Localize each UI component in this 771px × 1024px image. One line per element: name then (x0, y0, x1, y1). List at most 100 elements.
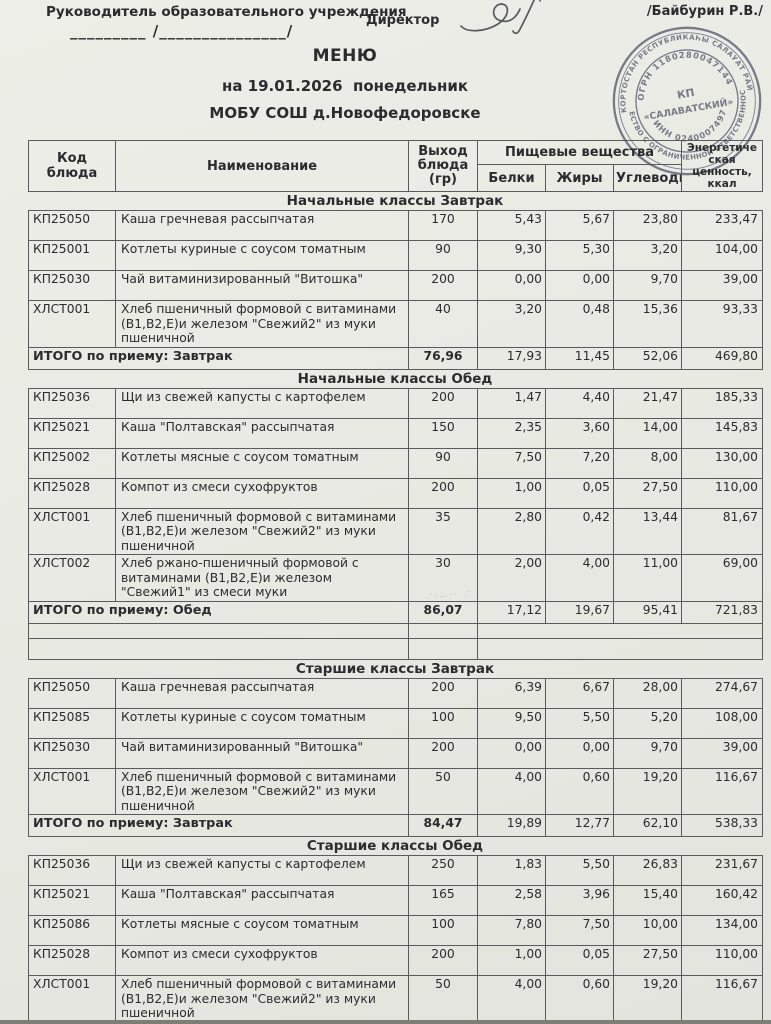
cell-name: Хлеб пшеничный формовой с витаминами (В1… (115, 507, 409, 556)
cell-energy: 69,00 (681, 554, 763, 602)
menu-row: КП25002 Котлеты мясные с соусом томатным 9… (28, 447, 763, 479)
cell-out: 200 (408, 945, 478, 977)
menu-row: КП25085 Котлеты куриные с соусом томатным… (28, 707, 763, 739)
cell-code: ХЛСТ001 (28, 767, 116, 816)
cell-name: Каша "Полтавская" рассыпчатая (115, 417, 409, 449)
total-row: ИТОГО по приему: Завтрак 84,47 19,89 12,77 6… (28, 814, 763, 838)
cell-code: КП25001 (28, 240, 116, 272)
cell-protein: 1,83 (477, 855, 546, 887)
cell-name: Щи из свежей капусты с картофелем (115, 855, 409, 887)
cell-name: Котлеты куриные с соусом томатным (115, 240, 409, 272)
cell-name: Чай витаминизированный "Витошка" (115, 737, 409, 769)
cell-protein: 2,80 (477, 507, 546, 556)
total-label: ИТОГО по приему: Завтрак (28, 814, 409, 838)
menu-row: КП25036 Щи из свежей капусты с картофелем… (28, 855, 763, 887)
cell-out: 200 (408, 677, 478, 709)
cell-out: 200 (408, 270, 478, 302)
col-header-output: Выход блюда (гр) (408, 139, 478, 193)
cell-carbs: 26,83 (613, 855, 682, 887)
cell-code: КП25030 (28, 737, 116, 769)
total-out: 76,96 (408, 346, 478, 370)
cell-carbs: 3,20 (613, 240, 682, 272)
total-label: ИТОГО по приему: Завтрак (28, 346, 409, 370)
cell-out: 200 (408, 387, 478, 419)
section-title: Старшие классы Обед (306, 838, 484, 855)
menu-row: КП25001 Котлеты куриные с соусом томатным… (28, 240, 763, 272)
cell-protein: 4,00 (477, 975, 546, 1023)
menu-row: КП25086 Котлеты мясные с соусом томатным 1… (28, 915, 763, 947)
cell-fat: 0,00 (545, 737, 614, 769)
cell-protein: 0,00 (477, 737, 546, 769)
cell-name: Хлеб ржано-пшеничный формовой с витамина… (115, 554, 409, 602)
cell-protein: 6,39 (477, 677, 546, 709)
cell-out: 250 (408, 855, 478, 887)
cell-code: КП25030 (28, 270, 116, 302)
cell-out: 170 (408, 210, 478, 242)
menu-sections: Начальные классы Завтрак КП25050 Каша греч… (28, 192, 763, 1024)
cell-energy: 116,67 (681, 975, 763, 1023)
cell-name: Каша "Полтавская" рассыпчатая (115, 885, 409, 917)
cell-carbs: 27,50 (613, 477, 682, 509)
school-name: МОБУ СОШ д.Новофедоровске (209, 104, 481, 122)
cell-code: ХЛСТ001 (28, 507, 116, 556)
cell-name: Котлеты куриные с соусом томатным (115, 707, 409, 739)
cell-energy: 160,42 (681, 885, 763, 917)
cell-protein: 4,00 (477, 767, 546, 816)
total-carbs: 95,41 (613, 600, 682, 624)
title-block: МЕНЮ на 19.01.2026 понедельник МОБУ СОШ … (0, 46, 690, 122)
cell-name: Хлеб пшеничный формовой с витаминами (В1… (115, 300, 409, 348)
cell-protein: 1,47 (477, 387, 546, 419)
cell-code: КП25086 (28, 915, 116, 947)
menu-table: КП25036 Щи из свежей капусты с картофелем… (28, 387, 763, 660)
cell-fat: 7,20 (545, 447, 614, 479)
col-header-energy: Энергетическая ценность, ккал (681, 139, 763, 193)
cell-fat: 5,30 (545, 240, 614, 272)
menu-table: КП25036 Щи из свежей капусты с картофелем… (28, 855, 763, 1024)
cell-protein: 9,50 (477, 707, 546, 739)
total-fat: 19,67 (545, 600, 614, 624)
cell-fat: 6,67 (545, 677, 614, 709)
cell-energy: 108,00 (681, 707, 763, 739)
cell-carbs: 19,20 (613, 975, 682, 1023)
col-header-carbs: Углеводы (613, 163, 682, 193)
menu-row: КП25028 Компот из смеси сухофруктов 200 1,0… (28, 945, 763, 977)
cell-out: 50 (408, 975, 478, 1023)
cell-energy: 104,00 (681, 240, 763, 272)
menu-content: Код блюда Наименование Выход блюда (гр) … (28, 139, 763, 1024)
menu-row: ХЛСТ001 Хлеб пшеничный формовой с витамин… (28, 975, 763, 1023)
cell-code: КП25021 (28, 417, 116, 449)
empty-cell (477, 637, 763, 660)
signature-line: _________ /_______________/ (70, 22, 294, 40)
cell-energy: 116,67 (681, 767, 763, 816)
section-title: Начальные классы Завтрак (286, 193, 504, 210)
cell-protein: 7,50 (477, 447, 546, 479)
total-carbs: 52,06 (613, 346, 682, 370)
cell-out: 40 (408, 300, 478, 348)
total-fat: 12,77 (545, 814, 614, 838)
total-fat: 11,45 (545, 346, 614, 370)
cell-protein: 9,30 (477, 240, 546, 272)
page-title: МЕНЮ (312, 46, 378, 66)
empty-cell (408, 622, 478, 639)
menu-date: на 19.01.2026 понедельник (221, 77, 469, 95)
cell-fat: 5,50 (545, 707, 614, 739)
cell-carbs: 15,36 (613, 300, 682, 348)
cell-name: Хлеб пшеничный формовой с витаминами (В1… (115, 767, 409, 816)
empty-cell (28, 622, 409, 639)
scan-smudge: ·:…·· .¨ (430, 590, 474, 599)
cell-fat: 7,50 (545, 915, 614, 947)
total-row: ИТОГО по приему: Обед 86,07 17,12 19,67 95,4… (28, 600, 763, 624)
cell-carbs: 13,44 (613, 507, 682, 556)
cell-out: 100 (408, 915, 478, 947)
section-title: Начальные классы Обед (297, 370, 493, 387)
cell-energy: 110,00 (681, 945, 763, 977)
signature-icon (460, 0, 542, 35)
cell-fat: 3,96 (545, 885, 614, 917)
cell-out: 50 (408, 767, 478, 816)
total-label: ИТОГО по приему: Обед (28, 600, 409, 624)
cell-name: Щи из свежей капусты с картофелем (115, 387, 409, 419)
cell-carbs: 15,40 (613, 885, 682, 917)
cell-name: Компот из смеси сухофруктов (115, 477, 409, 509)
cell-out: 35 (408, 507, 478, 556)
